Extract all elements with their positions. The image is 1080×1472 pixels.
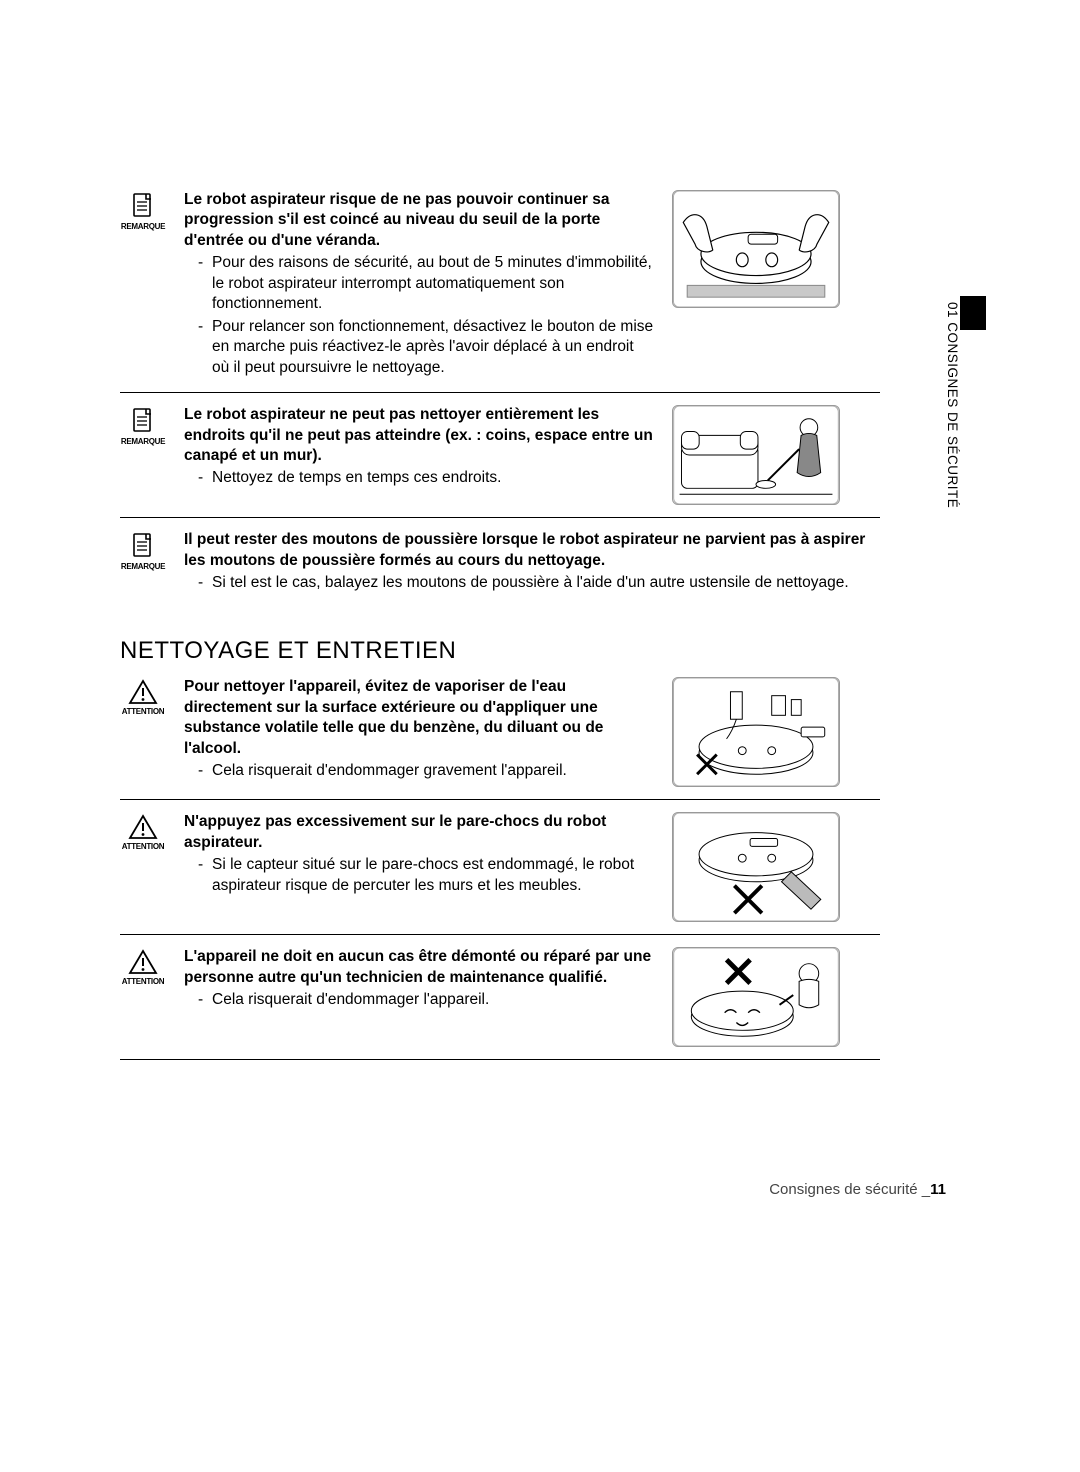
- icon-label: ATTENTION: [122, 707, 164, 716]
- icon-column: REMARQUE: [120, 405, 166, 505]
- note-icon: [129, 407, 157, 435]
- note-entry: REMARQUE Le robot aspirateur risque de n…: [120, 190, 880, 392]
- entry-title: Le robot aspirateur ne peut pas nettoyer…: [184, 405, 654, 466]
- illustration: [672, 405, 840, 505]
- illustration: [672, 677, 840, 787]
- side-tab-black-block: [960, 296, 986, 330]
- warning-icon: [128, 949, 158, 975]
- icon-column: ATTENTION: [120, 677, 166, 787]
- entry-bullets: Si tel est le cas, balayez les moutons d…: [184, 573, 880, 593]
- entry-text: Pour nettoyer l'appareil, évitez de vapo…: [184, 677, 654, 787]
- bullet-item: Cela risquerait d'endommager gravement l…: [198, 761, 654, 781]
- page-footer: Consignes de sécurité _11: [769, 1181, 946, 1198]
- icon-label: REMARQUE: [121, 437, 165, 446]
- entry-title: L'appareil ne doit en aucun cas être dém…: [184, 947, 654, 988]
- icon-label: ATTENTION: [122, 842, 164, 851]
- icon-column: REMARQUE: [120, 190, 166, 380]
- attention-entry: ATTENTION L'appareil ne doit en aucun ca…: [120, 934, 880, 1060]
- warning-icon: [128, 679, 158, 705]
- note-icon: [129, 532, 157, 560]
- entry-text: N'appuyez pas excessivement sur le pare-…: [184, 812, 654, 922]
- warning-icon: [128, 814, 158, 840]
- illustration: [672, 812, 840, 922]
- note-entry: REMARQUE Il peut rester des moutons de p…: [120, 517, 880, 607]
- attention-entry: ATTENTION N'appuyez pas excessivement su…: [120, 799, 880, 934]
- footer-text: Consignes de sécurité _: [769, 1181, 930, 1198]
- page-number: 11: [930, 1181, 946, 1198]
- attention-entry: ATTENTION Pour nettoyer l'appareil, évit…: [120, 677, 880, 799]
- entry-title: N'appuyez pas excessivement sur le pare-…: [184, 812, 654, 853]
- illustration: [672, 190, 840, 380]
- entry-text: L'appareil ne doit en aucun cas être dém…: [184, 947, 654, 1047]
- bullet-item: Si le capteur situé sur le pare-chocs es…: [198, 855, 654, 896]
- note-entry: REMARQUE Le robot aspirateur ne peut pas…: [120, 392, 880, 517]
- icon-label: REMARQUE: [121, 562, 165, 571]
- section-side-tab: 01 CONSIGNES DE SÉCURITÉ: [934, 296, 960, 540]
- entry-title: Il peut rester des moutons de poussière …: [184, 530, 880, 571]
- bullet-item: Pour relancer son fonctionnement, désact…: [198, 317, 654, 378]
- entry-text: Le robot aspirateur risque de ne pas pou…: [184, 190, 654, 380]
- section-heading: NETTOYAGE ET ENTRETIEN: [120, 637, 880, 665]
- bullet-item: Si tel est le cas, balayez les moutons d…: [198, 573, 880, 593]
- bullet-item: Nettoyez de temps en temps ces endroits.: [198, 468, 654, 488]
- note-icon: [129, 192, 157, 220]
- icon-column: ATTENTION: [120, 947, 166, 1047]
- entry-text: Il peut rester des moutons de poussière …: [184, 530, 880, 595]
- icon-column: REMARQUE: [120, 530, 166, 595]
- page-content: REMARQUE Le robot aspirateur risque de n…: [120, 190, 880, 1060]
- entry-bullets: Cela risquerait d'endommager gravement l…: [184, 761, 654, 781]
- entry-bullets: Cela risquerait d'endommager l'appareil.: [184, 990, 654, 1010]
- bullet-item: Cela risquerait d'endommager l'appareil.: [198, 990, 654, 1010]
- icon-column: ATTENTION: [120, 812, 166, 922]
- entry-text: Le robot aspirateur ne peut pas nettoyer…: [184, 405, 654, 505]
- icon-label: ATTENTION: [122, 977, 164, 986]
- entry-bullets: Pour des raisons de sécurité, au bout de…: [184, 253, 654, 378]
- icon-label: REMARQUE: [121, 222, 165, 231]
- entry-title: Le robot aspirateur risque de ne pas pou…: [184, 190, 654, 251]
- entry-title: Pour nettoyer l'appareil, évitez de vapo…: [184, 677, 654, 759]
- illustration: [672, 947, 840, 1047]
- bullet-item: Pour des raisons de sécurité, au bout de…: [198, 253, 654, 314]
- entry-bullets: Nettoyez de temps en temps ces endroits.: [184, 468, 654, 488]
- side-tab-label: 01 CONSIGNES DE SÉCURITÉ: [934, 296, 960, 514]
- entry-bullets: Si le capteur situé sur le pare-chocs es…: [184, 855, 654, 896]
